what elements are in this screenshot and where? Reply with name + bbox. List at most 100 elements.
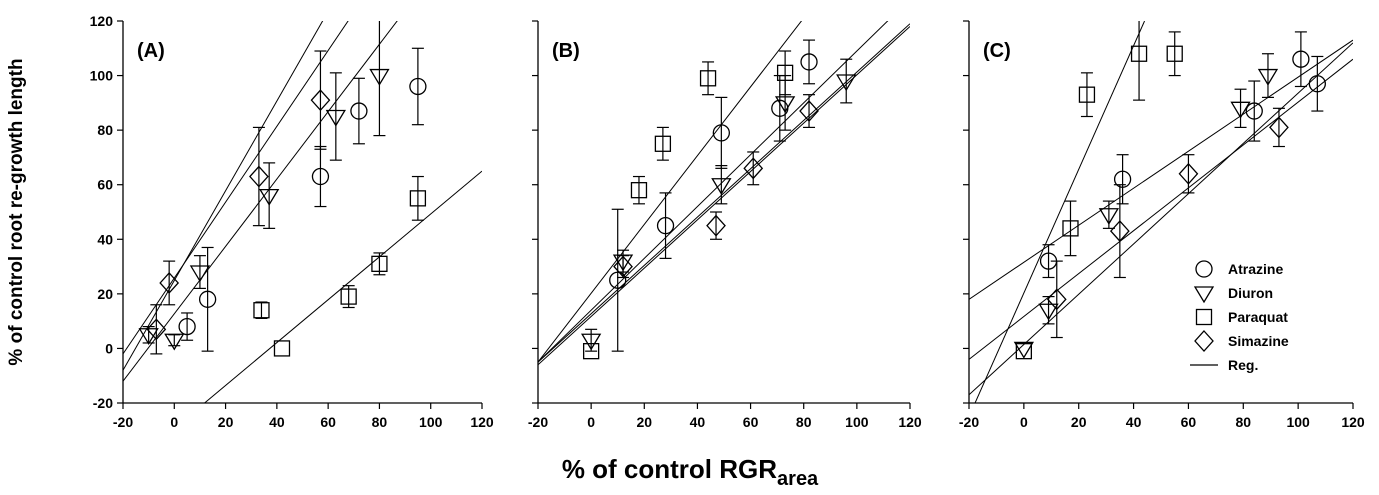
y-tick-label: 120: [90, 13, 114, 29]
regression-line-square: [974, 21, 1145, 403]
regression-line-circle: [538, 21, 803, 363]
point-square: [371, 255, 388, 272]
point-square: [699, 70, 717, 87]
point-diamond: [1269, 116, 1289, 139]
regression-line-triangle-down: [969, 58, 1353, 360]
point-triangle-down: [1038, 303, 1059, 321]
y-tick-label: 80: [97, 122, 113, 138]
panel-label: (B): [552, 40, 580, 62]
legend: Atrazine Diuron Paraquat Simazine Reg.: [1190, 260, 1289, 373]
point-triangle-down: [1257, 68, 1279, 86]
x-tick-label: 20: [1071, 414, 1087, 430]
point-diamond: [799, 100, 819, 123]
data-points: [138, 21, 427, 357]
point-circle: [1308, 75, 1326, 93]
point-diamond: [743, 157, 764, 180]
x-tick-label: 0: [587, 414, 595, 430]
regression-lines: [538, 21, 910, 366]
x-tick-label: 60: [320, 414, 336, 430]
legend-label: Diuron: [1228, 285, 1273, 301]
legend-label: Simazine: [1228, 333, 1289, 349]
regression-line-circle: [123, 21, 398, 382]
legend-marker-square: [1195, 308, 1213, 326]
x-tick-label: 120: [1341, 414, 1365, 430]
legend-label: Paraquat: [1228, 309, 1288, 325]
point-circle: [712, 124, 730, 142]
point-square: [340, 288, 357, 305]
point-circle: [800, 53, 818, 71]
point-square: [1078, 86, 1096, 103]
point-triangle-down: [774, 96, 796, 114]
regression-line-diamond: [123, 21, 324, 371]
x-tick-label: 0: [1020, 414, 1028, 430]
panel-b: -20 0 20 40 60 80 100 120 (B): [528, 20, 922, 430]
x-tick-label: 0: [170, 414, 178, 430]
legend-marker-circle: [1195, 260, 1213, 278]
point-diamond: [159, 271, 180, 294]
y-tick-label: -20: [93, 395, 113, 411]
x-tick-label: 20: [636, 414, 652, 430]
regression-line-diamond: [969, 42, 1353, 396]
y-axis-label: % of control root re-growth length: [6, 58, 27, 365]
point-diamond: [706, 214, 726, 237]
point-triangle-down: [1098, 208, 1120, 225]
y-tick-label: 100: [90, 68, 114, 84]
point-triangle-down: [711, 178, 732, 195]
x-tick-label: 80: [1235, 414, 1251, 430]
point-triangle-down: [189, 265, 211, 283]
point-triangle-down: [836, 74, 857, 92]
point-square: [582, 343, 600, 360]
x-tick-label: 40: [269, 414, 285, 430]
legend-marker-diamond: [1194, 330, 1214, 352]
y-tick-label: 20: [97, 286, 113, 302]
point-square: [654, 135, 672, 152]
x-axis-label-subscript: area: [777, 468, 819, 490]
point-circle: [409, 77, 427, 96]
point-square: [630, 182, 648, 199]
x-tick-label: -20: [113, 414, 133, 430]
point-triangle-down: [369, 68, 390, 86]
x-tick-label: 20: [218, 414, 234, 430]
legend-marker-triangle-down: [1193, 286, 1215, 304]
panel-a: -20 0 20 40 60 80 100 120 -20 0 20 40 60 80 100 120 (A): [90, 13, 494, 430]
point-diamond: [613, 255, 633, 278]
point-diamond: [1109, 220, 1130, 243]
point-triangle-down: [580, 333, 602, 351]
point-circle: [311, 167, 330, 186]
regression-line-circle: [969, 39, 1353, 300]
point-square: [253, 302, 270, 319]
x-axis-label-main: % of control RGR: [562, 454, 777, 484]
point-circle: [350, 102, 368, 120]
point-diamond: [1046, 288, 1067, 311]
point-square: [1015, 343, 1033, 360]
x-tick-label: -20: [959, 414, 979, 430]
point-triangle-down: [164, 333, 185, 351]
x-tick-label: -20: [528, 414, 548, 430]
regression-lines: [123, 21, 482, 403]
point-square: [776, 64, 794, 81]
x-tick-label: 100: [1286, 414, 1310, 430]
point-diamond: [310, 89, 331, 112]
point-triangle-down: [1013, 341, 1035, 359]
point-circle: [1113, 170, 1132, 188]
panel-c: -20 0 20 40 60 80 100 120 (C): [959, 20, 1365, 430]
point-diamond: [249, 165, 269, 188]
point-diamond: [1178, 162, 1199, 185]
legend-label: Atrazine: [1228, 261, 1283, 277]
point-square: [1062, 220, 1079, 237]
point-circle: [178, 317, 196, 336]
regression-line-diamond: [538, 23, 910, 363]
x-tick-label: 120: [470, 414, 494, 430]
point-square: [1130, 45, 1148, 62]
x-tick-label: 100: [419, 414, 443, 430]
point-square: [1166, 45, 1183, 62]
data-points: [580, 39, 857, 360]
point-circle: [656, 216, 675, 235]
point-circle: [1245, 102, 1263, 120]
x-tick-label: 120: [898, 414, 922, 430]
data-points: [1013, 21, 1326, 360]
point-triangle-down: [259, 188, 280, 206]
point-diamond: [146, 318, 167, 341]
point-circle: [1292, 50, 1310, 68]
